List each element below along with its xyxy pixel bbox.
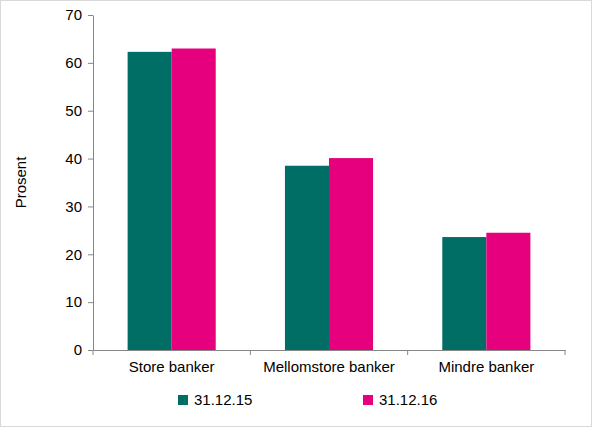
x-tick: Mindre banker bbox=[438, 350, 534, 375]
x-tick-label: Mindre banker bbox=[438, 358, 534, 375]
y-tick-mark bbox=[88, 302, 93, 303]
bar bbox=[329, 158, 373, 350]
y-tick: 30 bbox=[65, 198, 93, 215]
x-tick-label: Mellomstore banker bbox=[263, 358, 395, 375]
y-tick-label: 50 bbox=[65, 102, 82, 119]
category-separator bbox=[565, 350, 566, 355]
y-tick-mark bbox=[88, 63, 93, 64]
y-tick: 20 bbox=[65, 246, 93, 263]
y-tick-mark bbox=[88, 206, 93, 207]
y-tick: 50 bbox=[65, 102, 93, 119]
y-axis: 0 10 20 30 40 50 60 70 bbox=[65, 6, 93, 358]
bars bbox=[128, 49, 531, 351]
category-separator bbox=[250, 350, 251, 355]
legend-label: 31.12.16 bbox=[379, 391, 437, 408]
y-tick-mark bbox=[88, 15, 93, 16]
y-tick: 40 bbox=[65, 150, 93, 167]
x-tick: Store banker bbox=[129, 350, 215, 375]
y-tick: 10 bbox=[65, 293, 93, 310]
chart-border bbox=[1, 1, 592, 427]
y-tick-label: 20 bbox=[65, 246, 82, 263]
x-tick-label: Store banker bbox=[129, 358, 215, 375]
legend: 31.12.15 31.12.16 bbox=[178, 391, 437, 408]
y-tick: 60 bbox=[65, 54, 93, 71]
y-tick-mark bbox=[88, 111, 93, 112]
category-separator bbox=[407, 350, 408, 355]
y-tick-label: 60 bbox=[65, 54, 82, 71]
y-tick-label: 0 bbox=[74, 341, 82, 358]
category-separator bbox=[93, 350, 94, 355]
y-tick: 70 bbox=[65, 6, 93, 23]
bar bbox=[172, 49, 216, 351]
y-tick-label: 40 bbox=[65, 150, 82, 167]
chart: 0 10 20 30 40 50 60 70 Store banker Mellomstore b… bbox=[0, 0, 592, 427]
x-tick: Mellomstore banker bbox=[263, 350, 395, 375]
plot: 0 10 20 30 40 50 60 70 Store banker Mellomstore b… bbox=[65, 6, 565, 374]
bar bbox=[486, 233, 530, 350]
y-tick: 0 bbox=[74, 341, 93, 358]
y-axis-title: Prosent bbox=[12, 156, 29, 209]
legend-swatch bbox=[178, 395, 188, 405]
y-tick-label: 10 bbox=[65, 293, 82, 310]
bar bbox=[128, 52, 172, 350]
bar bbox=[285, 166, 329, 350]
y-tick-label: 70 bbox=[65, 6, 82, 23]
legend-label: 31.12.15 bbox=[194, 391, 252, 408]
bar bbox=[442, 237, 486, 350]
y-tick-mark bbox=[88, 254, 93, 255]
legend-swatch bbox=[363, 395, 373, 405]
y-tick-mark bbox=[88, 159, 93, 160]
y-tick-label: 30 bbox=[65, 198, 82, 215]
y-axis-line bbox=[93, 16, 94, 351]
x-axis-line bbox=[94, 350, 566, 351]
y-tick-mark bbox=[88, 350, 93, 351]
x-axis: Store banker Mellomstore banker Mindre ban… bbox=[94, 350, 566, 375]
